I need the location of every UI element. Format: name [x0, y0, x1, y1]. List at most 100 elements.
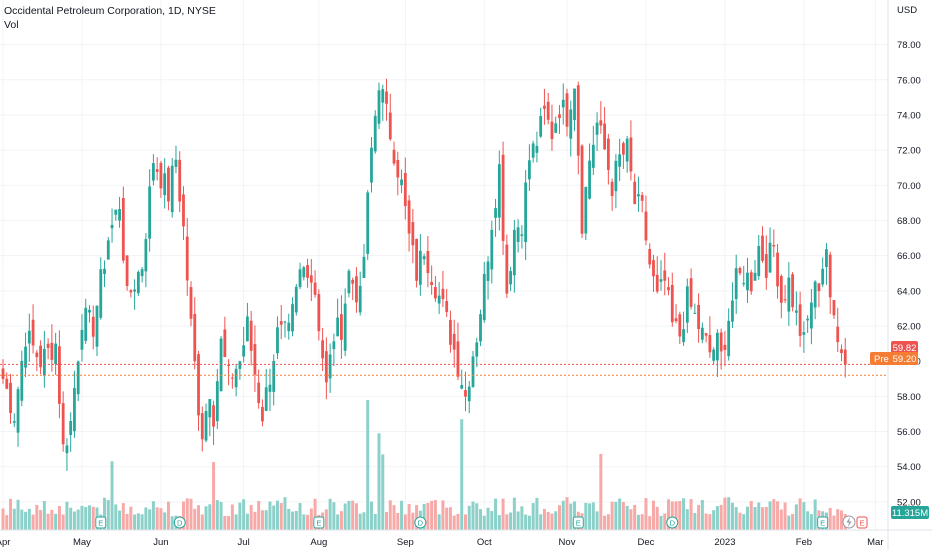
volume-bar	[832, 515, 836, 530]
premarket-tag: Pre	[874, 354, 889, 365]
volume-bar	[16, 499, 20, 530]
volume-bar	[422, 503, 426, 530]
volume-bar	[189, 498, 193, 530]
candle-body	[539, 116, 543, 137]
volume-bar	[715, 506, 719, 530]
candle-body	[95, 305, 99, 347]
candle-body	[392, 149, 396, 164]
candle-body	[516, 227, 520, 243]
event-marker-label: E	[576, 519, 581, 528]
candle-body	[159, 162, 163, 189]
volume-bar	[84, 506, 88, 530]
volume-bar	[625, 505, 629, 530]
candle-body	[757, 246, 761, 277]
candle-body	[655, 274, 659, 292]
volume-bar	[520, 506, 524, 530]
candle-body	[65, 445, 69, 454]
volume-bars	[1, 400, 847, 530]
earnings-marker[interactable]: E	[572, 516, 584, 529]
volume-bar	[448, 507, 452, 530]
volume-bar	[20, 509, 24, 530]
candle-body	[283, 321, 287, 323]
candle-body	[716, 332, 719, 361]
candle-body	[178, 159, 182, 202]
x-tick-label: Mar	[867, 537, 883, 548]
candle-body	[794, 310, 798, 313]
candle-body	[727, 320, 731, 357]
volume-bar	[839, 510, 843, 530]
volume-bar	[606, 514, 610, 530]
volume-bar	[565, 497, 569, 530]
candle-body	[441, 288, 445, 300]
candle-body	[535, 145, 539, 153]
candle-body	[193, 314, 197, 362]
volume-bar	[392, 505, 396, 530]
candle-body	[27, 330, 31, 344]
volume-bar	[742, 514, 746, 530]
candle-body	[422, 256, 426, 260]
dividend-marker[interactable]: D	[173, 516, 186, 529]
volume-bar	[234, 514, 238, 530]
volume-bar	[155, 507, 159, 530]
candle-body	[445, 301, 449, 312]
dividend-marker[interactable]: D	[666, 516, 679, 529]
candle-body	[561, 99, 565, 108]
volume-bar	[268, 501, 272, 530]
volume-bar	[494, 498, 498, 530]
candle-body	[810, 302, 813, 329]
candle-body	[652, 260, 655, 277]
volume-bar	[35, 504, 39, 530]
candle-body	[200, 413, 204, 440]
candle-body	[606, 138, 610, 170]
upcoming-earnings-marker[interactable]: E	[856, 516, 868, 529]
candle-body	[103, 268, 106, 275]
candle-body	[332, 341, 336, 350]
candle-body	[385, 91, 388, 104]
candle-body	[460, 384, 464, 389]
symbol-title[interactable]: Occidental Petroleum Corporation, 1D, NY…	[4, 5, 216, 17]
dividend-marker[interactable]: D	[414, 516, 427, 529]
earnings-marker[interactable]: E	[95, 516, 107, 529]
candle-body	[16, 389, 20, 433]
volume-bar	[76, 509, 80, 530]
volume-bar	[633, 505, 637, 530]
candle-body	[136, 271, 140, 294]
candle-body	[843, 349, 847, 365]
candle-body	[148, 186, 152, 239]
candle-body	[99, 269, 103, 318]
event-marker-label: D	[177, 519, 183, 528]
candle-body	[618, 154, 622, 167]
volume-indicator-label[interactable]: Vol	[4, 19, 19, 31]
volume-bar	[546, 511, 550, 530]
volume-bar	[215, 500, 219, 530]
volume-bar	[373, 513, 377, 530]
volume-bar	[136, 513, 140, 530]
flash-icon[interactable]	[842, 515, 856, 529]
candle-body	[84, 307, 88, 341]
candle-body	[512, 229, 516, 276]
candle-body	[121, 198, 125, 261]
volume-bar	[275, 500, 279, 530]
volume-bar	[471, 501, 475, 530]
candle-body	[761, 235, 764, 261]
volume-bar	[242, 499, 246, 530]
volume-bar	[441, 500, 445, 530]
candle-body	[723, 344, 727, 351]
volume-bar	[486, 507, 490, 530]
volume-bar	[283, 497, 287, 530]
earnings-marker[interactable]: E	[313, 516, 325, 529]
event-marker-label: E	[98, 519, 103, 528]
volume-bar	[828, 507, 832, 530]
candle-body	[328, 354, 332, 379]
volume-bar	[772, 499, 776, 530]
volume-bar	[640, 514, 644, 530]
volume-bar	[764, 507, 768, 530]
volume-bar	[50, 509, 54, 530]
x-tick-label: Jun	[153, 537, 168, 548]
volume-bar	[415, 505, 419, 530]
earnings-marker[interactable]: E	[817, 516, 829, 529]
volume-bar	[279, 503, 283, 530]
volume-bar	[749, 501, 753, 530]
volume-bar	[140, 514, 144, 530]
